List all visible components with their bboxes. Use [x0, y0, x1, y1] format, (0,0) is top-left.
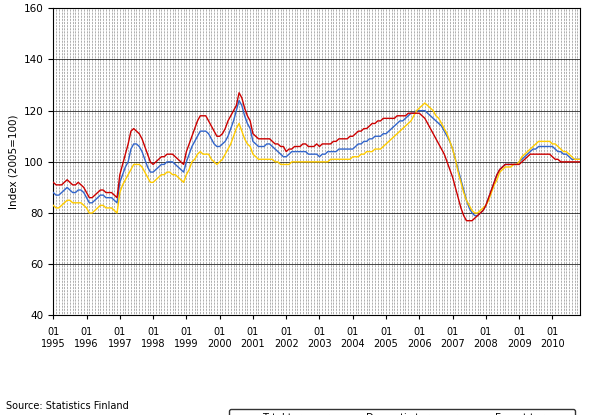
Text: 01: 01: [47, 327, 59, 337]
Text: 2007: 2007: [440, 339, 465, 349]
Text: 01: 01: [480, 327, 492, 337]
Text: 2010: 2010: [540, 339, 565, 349]
Text: 1999: 1999: [174, 339, 199, 349]
Text: 2009: 2009: [507, 339, 532, 349]
Text: 01: 01: [247, 327, 259, 337]
Text: 2004: 2004: [340, 339, 365, 349]
Text: 01: 01: [446, 327, 459, 337]
Text: Source: Statistics Finland: Source: Statistics Finland: [6, 401, 128, 411]
Text: 01: 01: [214, 327, 226, 337]
Text: 2001: 2001: [240, 339, 265, 349]
Text: 2002: 2002: [274, 339, 298, 349]
Text: 01: 01: [513, 327, 525, 337]
Text: 1997: 1997: [108, 339, 132, 349]
Text: 2005: 2005: [374, 339, 398, 349]
Text: 01: 01: [147, 327, 159, 337]
Text: 01: 01: [180, 327, 192, 337]
Text: 2000: 2000: [207, 339, 232, 349]
Text: 01: 01: [347, 327, 359, 337]
Text: 2006: 2006: [407, 339, 432, 349]
Y-axis label: Index (2005=100): Index (2005=100): [8, 115, 18, 209]
Text: 2008: 2008: [474, 339, 498, 349]
Text: 01: 01: [313, 327, 326, 337]
Text: 1998: 1998: [141, 339, 165, 349]
Text: 01: 01: [114, 327, 126, 337]
Text: 01: 01: [380, 327, 392, 337]
Text: 01: 01: [280, 327, 292, 337]
Text: 01: 01: [81, 327, 93, 337]
Text: 01: 01: [546, 327, 559, 337]
Text: 01: 01: [413, 327, 426, 337]
Text: 1996: 1996: [75, 339, 99, 349]
Text: 1995: 1995: [41, 339, 66, 349]
Legend: Total turnover, Domestic turnover, Export turnover: Total turnover, Domestic turnover, Expor…: [229, 410, 575, 415]
Text: 2003: 2003: [307, 339, 332, 349]
